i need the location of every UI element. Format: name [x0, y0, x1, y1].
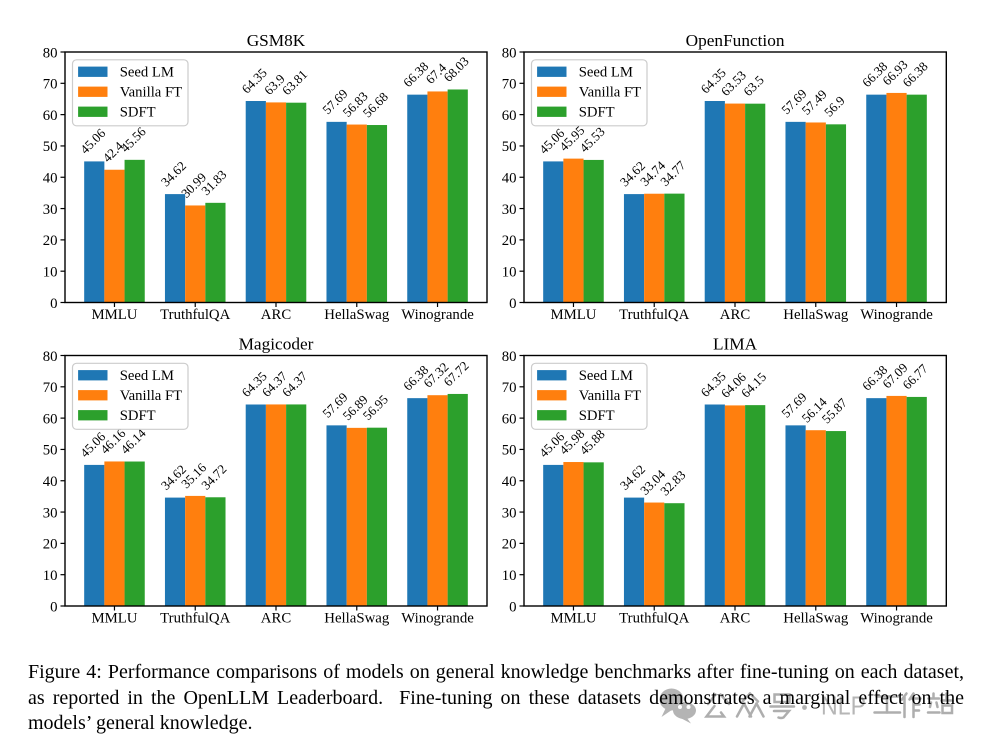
svg-text:70: 70 [502, 77, 517, 93]
svg-text:50: 50 [502, 443, 517, 459]
svg-text:MMLU: MMLU [91, 307, 137, 323]
svg-text:10: 10 [502, 264, 517, 280]
svg-text:Seed LM: Seed LM [579, 368, 633, 384]
svg-text:SDFT: SDFT [120, 408, 156, 424]
svg-text:68.03: 68.03 [440, 54, 471, 85]
svg-text:SDFT: SDFT [120, 104, 156, 120]
svg-text:67.72: 67.72 [440, 358, 471, 389]
svg-text:80: 80 [43, 349, 58, 365]
svg-text:HellaSwag: HellaSwag [783, 611, 849, 627]
svg-text:40: 40 [43, 171, 58, 187]
svg-text:MMLU: MMLU [91, 611, 137, 627]
svg-text:70: 70 [43, 77, 58, 93]
svg-text:SDFT: SDFT [579, 104, 615, 120]
svg-text:30: 30 [43, 202, 58, 218]
svg-text:SDFT: SDFT [579, 408, 615, 424]
svg-text:HellaSwag: HellaSwag [324, 611, 390, 627]
svg-text:OpenFunction: OpenFunction [686, 31, 785, 50]
svg-text:70: 70 [502, 380, 517, 396]
svg-text:40: 40 [502, 474, 517, 490]
svg-text:50: 50 [502, 139, 517, 155]
svg-text:Vanilla FT: Vanilla FT [120, 84, 182, 100]
svg-text:ARC: ARC [261, 611, 292, 627]
svg-text:0: 0 [509, 296, 516, 312]
svg-text:30: 30 [502, 202, 517, 218]
svg-text:70: 70 [43, 380, 58, 396]
svg-text:63.81: 63.81 [279, 67, 310, 98]
svg-text:TruthfulQA: TruthfulQA [160, 307, 230, 323]
svg-text:Winogrande: Winogrande [401, 611, 474, 627]
svg-text:TruthfulQA: TruthfulQA [160, 611, 230, 627]
svg-text:45.56: 45.56 [117, 124, 149, 156]
svg-text:Seed LM: Seed LM [120, 64, 174, 80]
svg-text:Magicoder: Magicoder [239, 335, 314, 354]
svg-text:10: 10 [43, 264, 58, 280]
svg-text:60: 60 [43, 411, 58, 427]
svg-text:Seed LM: Seed LM [120, 368, 174, 384]
svg-text:Vanilla FT: Vanilla FT [120, 388, 182, 404]
svg-text:20: 20 [43, 537, 58, 553]
svg-text:ARC: ARC [720, 611, 751, 627]
svg-text:60: 60 [502, 411, 517, 427]
svg-text:0: 0 [509, 599, 516, 615]
svg-text:HellaSwag: HellaSwag [324, 307, 390, 323]
svg-text:20: 20 [43, 233, 58, 249]
svg-text:MMLU: MMLU [550, 611, 596, 627]
svg-text:Winogrande: Winogrande [860, 611, 933, 627]
svg-text:20: 20 [502, 537, 517, 553]
svg-text:80: 80 [43, 45, 58, 61]
svg-text:NLP: NLP [821, 691, 866, 721]
svg-text:Winogrande: Winogrande [860, 307, 933, 323]
svg-text:10: 10 [502, 568, 517, 584]
svg-text:60: 60 [502, 108, 517, 124]
svg-text:Vanilla FT: Vanilla FT [579, 84, 641, 100]
svg-text:MMLU: MMLU [550, 307, 596, 323]
svg-text:TruthfulQA: TruthfulQA [619, 611, 689, 627]
svg-text:ARC: ARC [261, 307, 292, 323]
svg-text:80: 80 [502, 349, 517, 365]
svg-text:60: 60 [43, 108, 58, 124]
svg-text:Seed LM: Seed LM [579, 64, 633, 80]
svg-text:50: 50 [43, 443, 58, 459]
svg-text:Vanilla FT: Vanilla FT [579, 388, 641, 404]
svg-text:31.83: 31.83 [198, 167, 229, 198]
svg-text:50: 50 [43, 139, 58, 155]
svg-text:10: 10 [43, 568, 58, 584]
svg-text:TruthfulQA: TruthfulQA [619, 307, 689, 323]
svg-text:LIMA: LIMA [713, 335, 758, 354]
svg-text:30: 30 [502, 505, 517, 521]
svg-text:0: 0 [50, 599, 57, 615]
svg-text:0: 0 [50, 296, 57, 312]
svg-text:Winogrande: Winogrande [401, 307, 474, 323]
svg-text:GSM8K: GSM8K [247, 31, 306, 50]
svg-text:ARC: ARC [720, 307, 751, 323]
svg-text:40: 40 [502, 171, 517, 187]
svg-text:HellaSwag: HellaSwag [783, 307, 849, 323]
svg-text:20: 20 [502, 233, 517, 249]
svg-text:30: 30 [43, 505, 58, 521]
svg-text:80: 80 [502, 45, 517, 61]
svg-text:40: 40 [43, 474, 58, 490]
